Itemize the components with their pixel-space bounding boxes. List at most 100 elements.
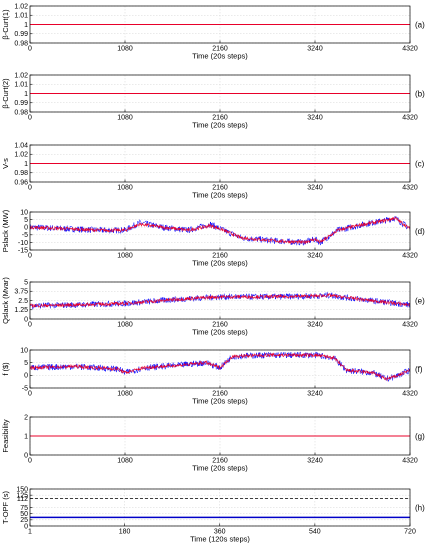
chart-panel-2: 0 1080 2160 3240 4320 0.98 0.99 1 1.01 1.02 Time (… (1, 72, 425, 129)
y-tick-label: 1.01 (14, 13, 28, 20)
y-tick-label: -10 (18, 240, 28, 247)
panel-tag: (e) (415, 297, 425, 306)
x-tick-label: 0 (28, 253, 32, 260)
axes-frame (29, 281, 411, 320)
x-tick-label: 3240 (307, 46, 323, 53)
x-tick-label: 2160 (212, 115, 228, 122)
x-tick-label: 3240 (307, 322, 323, 329)
x-tick-label: 0 (28, 458, 32, 465)
x-tick-label: 1080 (117, 185, 133, 192)
y-tick-label: 1.04 (14, 142, 28, 149)
x-tick-label: 180 (119, 529, 131, 536)
x-tick-label: 1080 (117, 253, 133, 260)
x-tick-label: 540 (309, 529, 321, 536)
x-tick-label: 1080 (117, 391, 133, 398)
x-tick-label: 1 (28, 529, 32, 536)
axes-frame (29, 211, 411, 251)
plot-area (30, 497, 410, 519)
y-tick-label: 112 (17, 496, 28, 503)
panel-tag: (a) (415, 21, 425, 30)
x-tick-label: 720 (404, 529, 416, 536)
y-tick-label: 1.02 (14, 3, 28, 10)
x-tick-label: 2160 (212, 185, 228, 192)
x-tick-label: 3240 (307, 115, 323, 122)
y-tick-label: 0 (24, 452, 28, 459)
y-axis-label: f ($) (1, 362, 10, 376)
plot-area (30, 216, 410, 247)
y-tick-label: 0.99 (14, 31, 28, 38)
x-axis-label: Time (20s steps) (192, 121, 248, 130)
y-axis-label: Feasibility (1, 419, 10, 453)
y-tick-label: 10 (20, 347, 28, 354)
panel-tag: (d) (415, 227, 425, 236)
x-tick-label: 1080 (117, 458, 133, 465)
x-tick-label: 4320 (402, 185, 418, 192)
panel-tag: (c) (415, 160, 425, 169)
y-tick-label: 1.25 (14, 307, 28, 314)
x-axis-label: Time (20s steps) (192, 191, 248, 200)
y-tick-label: 10 (20, 209, 28, 216)
y-tick-label: 0.98 (14, 170, 28, 177)
y-tick-label: 0.98 (14, 109, 28, 116)
series-line (30, 292, 410, 310)
x-tick-label: 1080 (117, 115, 133, 122)
x-tick-label: 360 (214, 529, 226, 536)
y-axis-label: Pslack (MW) (1, 209, 10, 252)
axes-frame (29, 349, 411, 389)
y-tick-label: 1 (24, 22, 28, 29)
x-axis-label: Time (20s steps) (192, 259, 248, 268)
y-tick-label: -5 (22, 232, 28, 239)
x-tick-label: 2160 (212, 46, 228, 53)
y-tick-label: -5 (22, 385, 28, 392)
series-line (30, 216, 410, 247)
y-tick-label: 1.02 (14, 152, 28, 159)
y-tick-label: 50 (20, 511, 28, 518)
x-tick-label: 1080 (117, 46, 133, 53)
axes-frame (29, 74, 411, 113)
x-tick-label: 4320 (402, 253, 418, 260)
y-tick-label: 25 (20, 517, 28, 524)
y-tick-label: 0 (24, 523, 28, 530)
x-tick-label: 0 (28, 115, 32, 122)
plot-area (30, 292, 410, 310)
chart-panel-7: 0 1080 2160 3240 4320 0 1 2 Time (20s steps) Feas… (1, 414, 425, 472)
y-axis-label: Qslack (Mvar) (1, 277, 10, 324)
y-tick-label: 1 (24, 91, 28, 98)
x-axis-label: Time (120s steps) (190, 535, 250, 544)
x-tick-label: 2160 (212, 391, 228, 398)
y-axis-label: β-Curt(2) (1, 78, 10, 109)
x-tick-label: 3240 (307, 391, 323, 398)
chart-panel-3: 0 1080 2160 3240 4320 0.96 0.98 1 1.02 1.04 Time (… (1, 142, 425, 199)
y-tick-label: 3.75 (14, 289, 28, 296)
x-tick-label: 4320 (402, 115, 418, 122)
series-line (30, 352, 410, 382)
x-tick-label: 2160 (212, 322, 228, 329)
x-tick-label: 0 (28, 185, 32, 192)
series-line (30, 293, 410, 308)
y-tick-label: 0.96 (14, 179, 28, 186)
y-tick-label: 0.98 (14, 40, 28, 47)
y-tick-label: 0 (24, 316, 28, 323)
y-axis-label: V-s (1, 158, 10, 169)
x-tick-label: 0 (28, 391, 32, 398)
x-tick-label: 4320 (402, 458, 418, 465)
axes-frame (29, 5, 411, 44)
axes-frame (29, 416, 411, 456)
y-axis-label: β-Curt(1) (1, 9, 10, 40)
chart-panel-1: 0 1080 2160 3240 4320 0.98 0.99 1 1.01 1.02 Time (… (1, 3, 425, 60)
panel-tag: (f) (415, 365, 423, 374)
x-tick-label: 3240 (307, 458, 323, 465)
x-tick-label: 4320 (402, 391, 418, 398)
y-tick-label: 75 (20, 505, 28, 512)
x-tick-label: 3240 (307, 185, 323, 192)
series-line (30, 351, 410, 383)
y-tick-label: 0 (24, 225, 28, 232)
y-tick-label: 1.02 (14, 72, 28, 79)
y-tick-label: 0 (24, 373, 28, 380)
x-tick-label: 0 (28, 322, 32, 329)
y-tick-label: 1 (24, 433, 28, 440)
y-tick-label: 5 (24, 217, 28, 224)
x-tick-label: 3240 (307, 253, 323, 260)
